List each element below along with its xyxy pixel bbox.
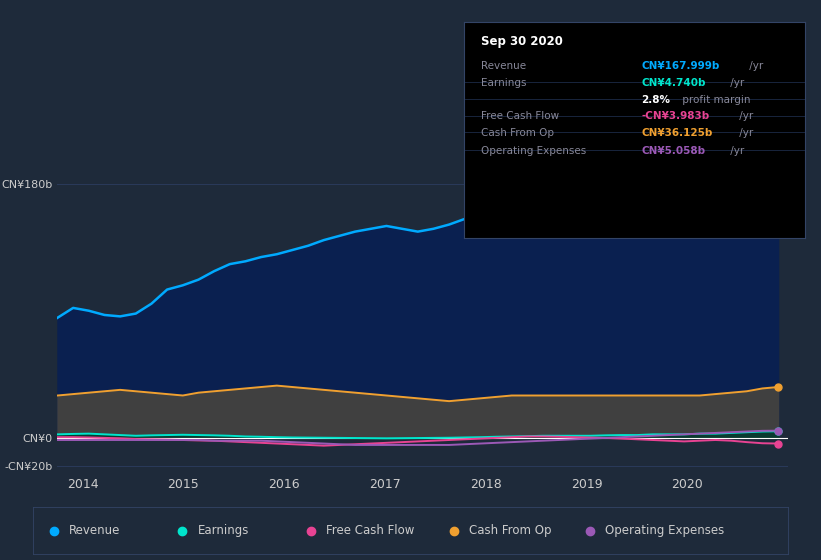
- Text: CN¥167.999b: CN¥167.999b: [641, 60, 719, 71]
- Text: CN¥5.058b: CN¥5.058b: [641, 146, 705, 156]
- Text: /yr: /yr: [727, 146, 744, 156]
- Text: Earnings: Earnings: [198, 524, 249, 537]
- Text: Operating Expenses: Operating Expenses: [481, 146, 586, 156]
- Text: Free Cash Flow: Free Cash Flow: [326, 524, 415, 537]
- Text: Earnings: Earnings: [481, 78, 526, 88]
- Text: /yr: /yr: [727, 78, 744, 88]
- Text: Free Cash Flow: Free Cash Flow: [481, 111, 559, 121]
- Text: Revenue: Revenue: [481, 60, 526, 71]
- Text: Cash From Op: Cash From Op: [470, 524, 552, 537]
- Text: profit margin: profit margin: [679, 95, 750, 105]
- Text: -CN¥3.983b: -CN¥3.983b: [641, 111, 709, 121]
- Text: Revenue: Revenue: [69, 524, 121, 537]
- Text: Sep 30 2020: Sep 30 2020: [481, 35, 562, 48]
- Text: Operating Expenses: Operating Expenses: [605, 524, 725, 537]
- Text: CN¥36.125b: CN¥36.125b: [641, 128, 713, 138]
- Text: CN¥4.740b: CN¥4.740b: [641, 78, 705, 88]
- Text: 2.8%: 2.8%: [641, 95, 670, 105]
- Text: /yr: /yr: [736, 111, 754, 121]
- Text: /yr: /yr: [746, 60, 764, 71]
- Text: /yr: /yr: [736, 128, 754, 138]
- Text: Cash From Op: Cash From Op: [481, 128, 554, 138]
